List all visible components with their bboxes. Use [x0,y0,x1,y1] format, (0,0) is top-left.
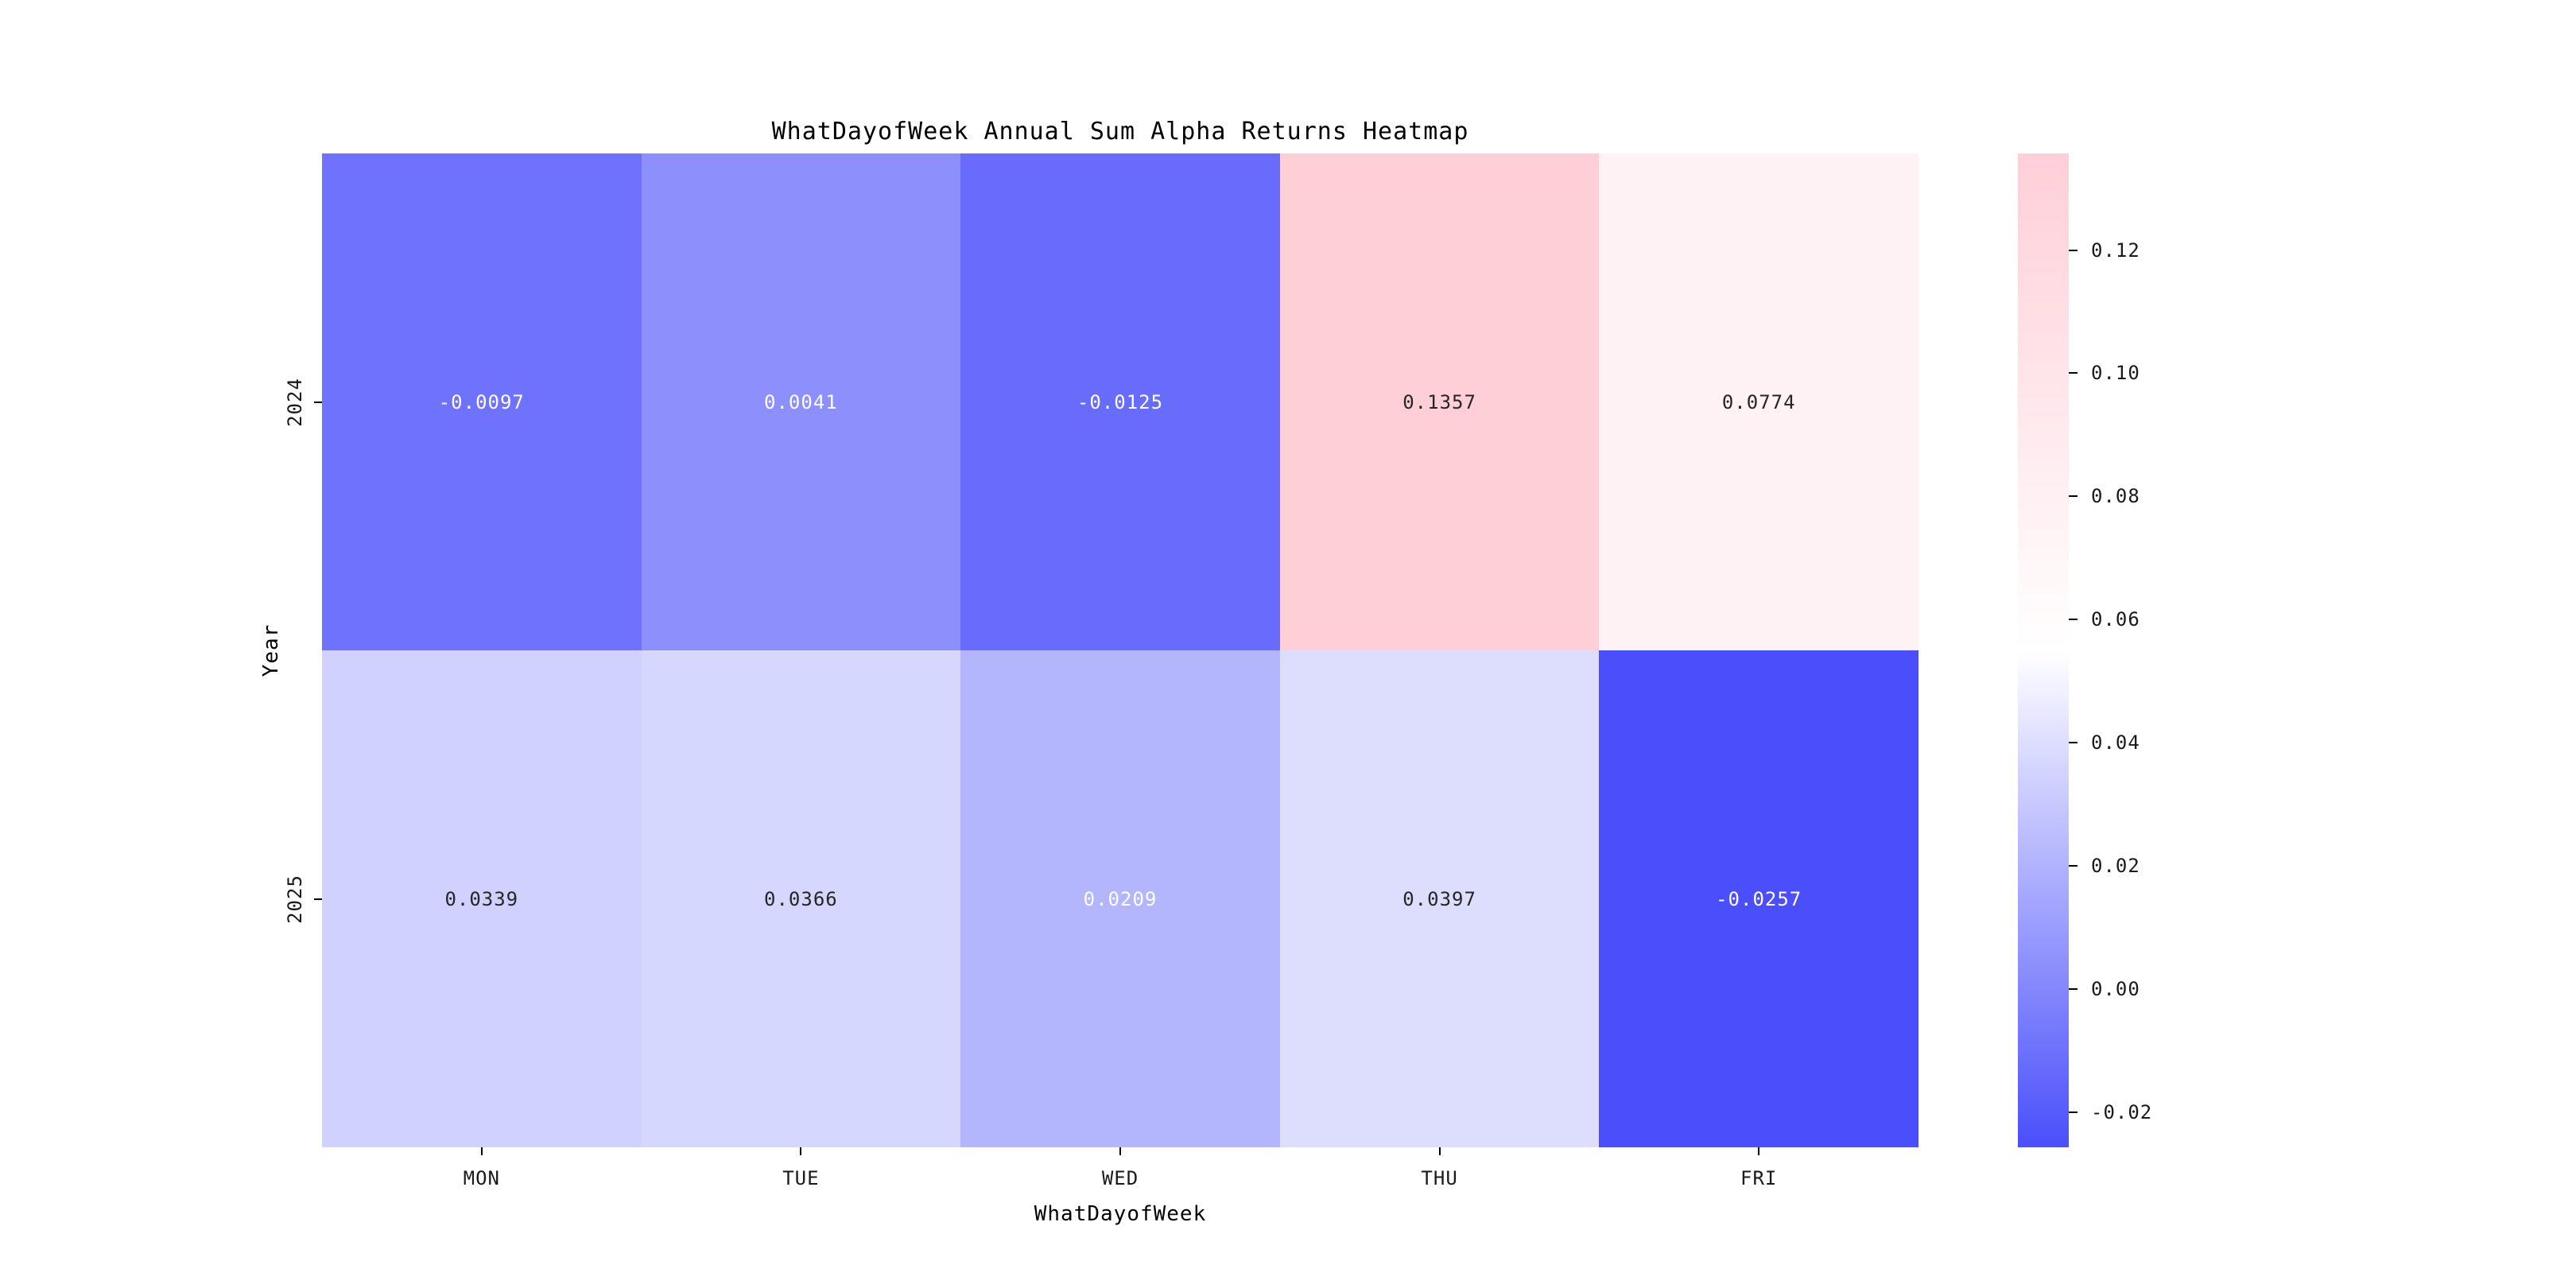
y-axis-title: Year [259,623,283,677]
colorbar-tick-label: 0.12 [2091,239,2140,262]
colorbar-tick-label: 0.10 [2091,362,2140,385]
x-tick-label: TUE [782,1167,820,1189]
chart-title: WhatDayofWeek Annual Sum Alpha Returns H… [771,118,1469,145]
colorbar-tick-label: 0.04 [2091,731,2140,755]
heatmap-cell-2025-WED: 0.0209 [960,650,1280,1147]
colorbar [2018,153,2069,1147]
cell-value: 0.0041 [764,390,838,413]
colorbar-tick-mark [2069,742,2077,744]
cell-value: 0.1357 [1402,390,1476,413]
colorbar-tick-label: 0.02 [2091,855,2140,878]
colorbar-tick-mark [2069,1111,2077,1113]
cell-value: 0.0397 [1402,887,1476,910]
y-tick-label: 2025 [284,874,306,924]
y-tick-mark [314,401,322,403]
heatmap-cell-2024-TUE: 0.0041 [641,153,961,650]
cell-value: 0.0366 [764,887,838,910]
x-tick-label: WED [1101,1167,1139,1189]
heatmap-cell-2024-FRI: 0.0774 [1599,153,1918,650]
x-tick-label: THU [1421,1167,1458,1189]
colorbar-tick-mark [2069,987,2077,990]
heatmap-cell-2025-TUE: 0.0366 [641,650,961,1147]
x-tick-mark [800,1147,802,1155]
x-tick-mark [480,1147,483,1155]
colorbar-tick-label: -0.02 [2091,1100,2153,1123]
colorbar-tick-label: 0.06 [2091,608,2140,631]
heatmap-cell-2024-MON: -0.0097 [322,153,642,650]
cell-value: 0.0209 [1083,887,1158,910]
colorbar-tick-mark [2069,495,2077,498]
heatmap-cell-2024-WED: -0.0125 [960,153,1280,650]
colorbar-tick-label: 0.00 [2091,977,2140,1000]
x-tick-label: FRI [1740,1167,1778,1189]
x-axis-title: WhatDayofWeek [1034,1202,1207,1226]
heatmap-cell-2025-FRI: -0.0257 [1599,650,1918,1147]
cell-value: 0.0774 [1721,390,1796,413]
heatmap-cell-2025-MON: 0.0339 [322,650,642,1147]
cell-value: -0.0125 [1077,390,1164,413]
x-tick-mark [1438,1147,1441,1155]
colorbar-tick-mark [2069,372,2077,374]
x-tick-mark [1758,1147,1760,1155]
heatmap-grid: -0.0097 0.0041 -0.0125 0.1357 0.0774 0.0339 0.… [322,153,1918,1147]
colorbar-tick-mark [2069,619,2077,621]
cell-value: -0.0097 [438,390,525,413]
heatmap-cell-2025-THU: 0.0397 [1279,650,1600,1147]
x-tick-label: MON [463,1167,500,1189]
colorbar-tick-label: 0.08 [2091,485,2140,508]
colorbar-tick-mark [2069,249,2077,251]
cell-value: 0.0339 [444,887,519,910]
y-tick-label: 2024 [284,377,306,427]
colorbar-tick-mark [2069,865,2077,867]
y-tick-mark [314,898,322,900]
x-tick-mark [1119,1147,1121,1155]
cell-value: -0.0257 [1716,887,1802,910]
heatmap-cell-2024-THU: 0.1357 [1279,153,1600,650]
